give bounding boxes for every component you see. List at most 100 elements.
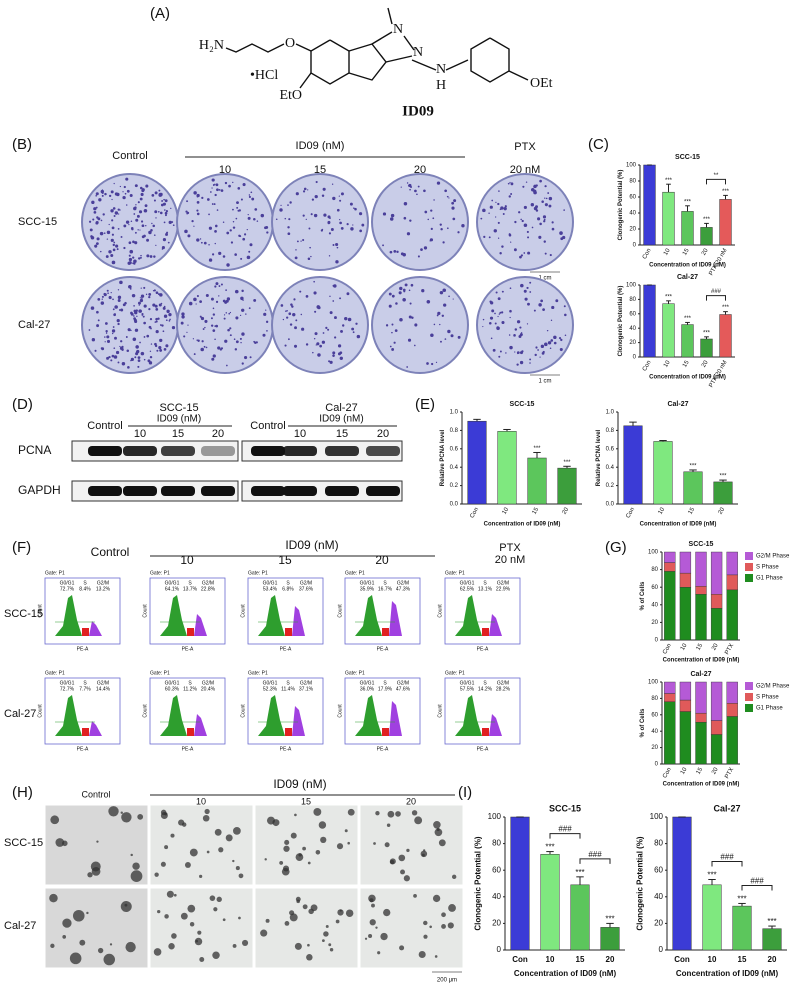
colony: [217, 346, 221, 350]
label: 10: [196, 796, 206, 806]
label: Gate: P1: [150, 570, 170, 576]
colony: [564, 313, 567, 317]
colony: [375, 811, 380, 816]
colony: [400, 186, 402, 188]
colony: [495, 201, 497, 203]
colony: [228, 312, 231, 315]
colony: [509, 309, 512, 313]
colony: [537, 349, 539, 351]
colony: [101, 295, 104, 298]
label: 60.3%: [165, 686, 180, 692]
colony: [96, 840, 99, 843]
colony: [143, 304, 147, 308]
y-axis-label: Clonogenic Potential (%): [474, 836, 483, 931]
colony: [134, 241, 138, 245]
colony: [159, 211, 163, 215]
colony: [112, 326, 115, 328]
legend-label: G1 Phase: [756, 576, 783, 582]
colony: [444, 338, 447, 340]
colony: [429, 238, 434, 242]
blot-band: [366, 486, 400, 496]
colony: [560, 237, 564, 241]
colony: [427, 218, 430, 221]
histogram-s: [285, 728, 292, 736]
histogram-g1: [55, 595, 82, 636]
significance: ***: [684, 199, 692, 205]
x-tick-label: 15: [738, 955, 747, 964]
colony: [201, 196, 204, 199]
colony: [451, 201, 455, 205]
label: 62.5%: [460, 586, 475, 592]
colony: [307, 861, 311, 865]
bar-segment: [664, 701, 676, 765]
colony: [242, 299, 244, 301]
colony: [205, 346, 208, 349]
colony: [186, 212, 188, 215]
y-tick-label: 0.6: [606, 446, 615, 452]
colony: [129, 194, 133, 198]
bar: [653, 441, 673, 505]
colony: [199, 238, 202, 240]
colony: [280, 204, 282, 207]
x-tick-label: 10: [663, 247, 672, 256]
colony: [104, 341, 106, 343]
colony: [222, 255, 226, 258]
x-tick-label: 20: [606, 955, 615, 964]
bond: [371, 31, 393, 45]
colony: [134, 328, 139, 332]
label: 52.3%: [263, 686, 278, 692]
colony: [192, 338, 195, 340]
colony: [323, 931, 329, 937]
colony: [164, 211, 168, 215]
legend-swatch: [745, 682, 753, 690]
x-axis-label: Concentration of ID09 (nM): [514, 969, 617, 978]
colony: [216, 209, 219, 211]
colony: [280, 304, 284, 307]
histogram-g2m: [292, 706, 305, 736]
colony: [132, 862, 140, 870]
colony: [113, 241, 116, 244]
bar: [643, 164, 656, 246]
colony: [551, 221, 554, 224]
label: 15: [314, 164, 326, 176]
colony: [183, 335, 186, 338]
colony: [452, 217, 456, 221]
legend-swatch: [745, 704, 753, 712]
colony: [113, 355, 118, 359]
colony: [189, 922, 195, 927]
colony: [345, 909, 354, 917]
colony: [482, 208, 486, 213]
colony: [105, 330, 108, 333]
colony: [391, 348, 395, 351]
colony: [120, 308, 124, 312]
colony: [164, 199, 168, 203]
colony: [254, 208, 258, 211]
colony: [320, 229, 323, 232]
colony: [550, 319, 553, 322]
bar: [732, 905, 752, 951]
colony: [242, 237, 246, 241]
bracket: [579, 858, 611, 864]
label: 35.9%: [360, 586, 375, 592]
colony: [414, 344, 416, 347]
colony: [385, 324, 389, 327]
colony: [286, 316, 289, 319]
label: 20: [212, 428, 224, 440]
colony: [293, 298, 296, 301]
colony: [155, 320, 158, 323]
histogram-g1: [160, 695, 187, 736]
colony: [432, 894, 441, 903]
histogram-s: [482, 728, 489, 736]
colony: [193, 191, 197, 195]
label: G0/G1: [165, 680, 180, 686]
label: 64.1%: [165, 586, 180, 592]
colony: [314, 332, 318, 336]
colony: [294, 813, 297, 817]
colony: [132, 240, 135, 244]
significance: ***: [533, 446, 541, 452]
colony: [347, 841, 350, 845]
blot-band: [283, 446, 317, 456]
colony: [153, 289, 156, 292]
colony: [115, 244, 119, 248]
colony: [212, 313, 216, 316]
